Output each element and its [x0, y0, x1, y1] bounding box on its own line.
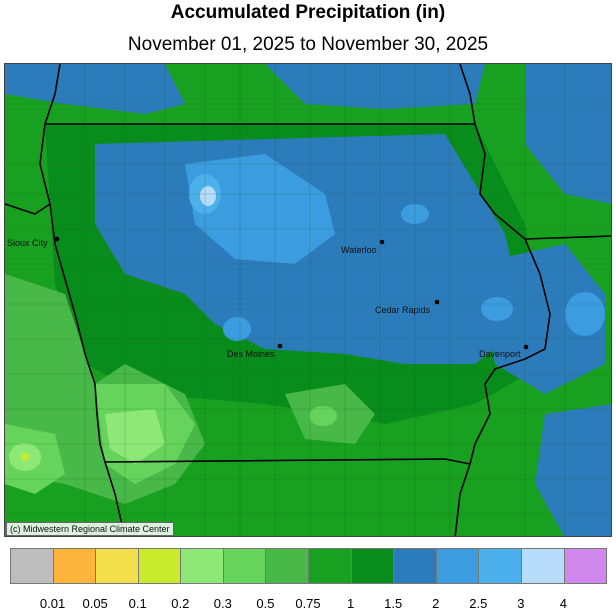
legend-tick-label: 0.05 [82, 596, 108, 611]
precip-patch-south2 [309, 406, 337, 426]
city-marker [379, 239, 385, 245]
legend-swatch [308, 548, 352, 584]
city-label: Waterloo [341, 245, 377, 255]
legend-swatch [10, 548, 54, 584]
county-grid [5, 64, 611, 536]
city-marker [277, 343, 283, 349]
legend-swatch [52, 548, 97, 584]
legend-swatch [222, 548, 267, 584]
map-title: Accumulated Precipitation (in) [170, 2, 446, 23]
legend-tick-label: 2 [432, 596, 440, 611]
precip-zone-3-4 [200, 186, 216, 206]
legend-swatch [393, 548, 437, 584]
precip-patch-2 [401, 204, 429, 224]
legend-tick-label: 1 [346, 596, 355, 611]
legend-swatch [350, 548, 395, 584]
city-des-moines: Des Moines [227, 343, 283, 359]
city-sioux-city: Sioux City [7, 236, 60, 248]
map-canvas: Sioux City Waterloo Cedar Rapids Des Moi… [5, 64, 611, 536]
legend-swatch [180, 548, 224, 584]
precip-zone-se [535, 404, 611, 536]
legend-tick-label: 0.5 [256, 596, 275, 611]
legend-swatch [95, 548, 139, 584]
precip-zone-2-2.5 [185, 154, 335, 264]
precip-patch-1 [223, 317, 251, 341]
legend-swatch [520, 548, 565, 584]
city-cedar-rapids: Cedar Rapids [375, 299, 440, 315]
precip-zone-0.3-0.5 [105, 409, 165, 464]
precip-zone-north2 [265, 64, 485, 109]
legend-swatch [563, 548, 608, 584]
precipitation-map: Sioux City Waterloo Cedar Rapids Des Moi… [4, 63, 612, 537]
legend-tick-label: 0.1 [128, 596, 147, 611]
city-label: Davenport [479, 349, 521, 359]
legend-tick-label: 2.5 [469, 596, 488, 611]
legend-tick-label: 0.3 [213, 596, 232, 611]
city-marker [434, 299, 440, 305]
legend-swatch [137, 548, 182, 584]
legend-tick-label: 0.01 [39, 596, 66, 611]
city-marker [523, 344, 529, 350]
precip-zone-east [475, 244, 605, 394]
city-label: Cedar Rapids [375, 305, 431, 315]
precip-patch-3 [481, 297, 513, 321]
precip-zone-0.2-0.3 [21, 453, 29, 461]
legend-tick-label: 3 [517, 596, 525, 611]
city-label: Des Moines [227, 349, 275, 359]
map-credit: (c) Midwestern Regional Climate Center [6, 522, 174, 536]
legend-tick-label: 4 [559, 596, 568, 611]
legend-swatch [265, 548, 310, 584]
legend-tick-label: 1.5 [384, 596, 403, 611]
color-legend [10, 548, 608, 586]
city-waterloo: Waterloo [341, 239, 385, 255]
legend-tick-label: 0.2 [171, 596, 190, 611]
precip-zone-ne [525, 64, 611, 204]
map-subtitle: November 01, 2025 to November 30, 2025 [127, 34, 489, 55]
city-davenport: Davenport [479, 344, 529, 359]
legend-swatch [435, 548, 480, 584]
legend-swatch [478, 548, 522, 584]
precip-zone-north [5, 64, 185, 114]
city-label: Sioux City [7, 238, 48, 248]
legend-ticks: 0.01 0.05 0.1 0.2 0.3 0.5 0.75 1 1.5 2 2.5 3 4 [10, 596, 606, 612]
state-boundaries [5, 64, 611, 536]
city-marker [54, 236, 60, 242]
legend-tick-label: 0.75 [295, 596, 321, 611]
precip-patch-4 [565, 292, 605, 336]
